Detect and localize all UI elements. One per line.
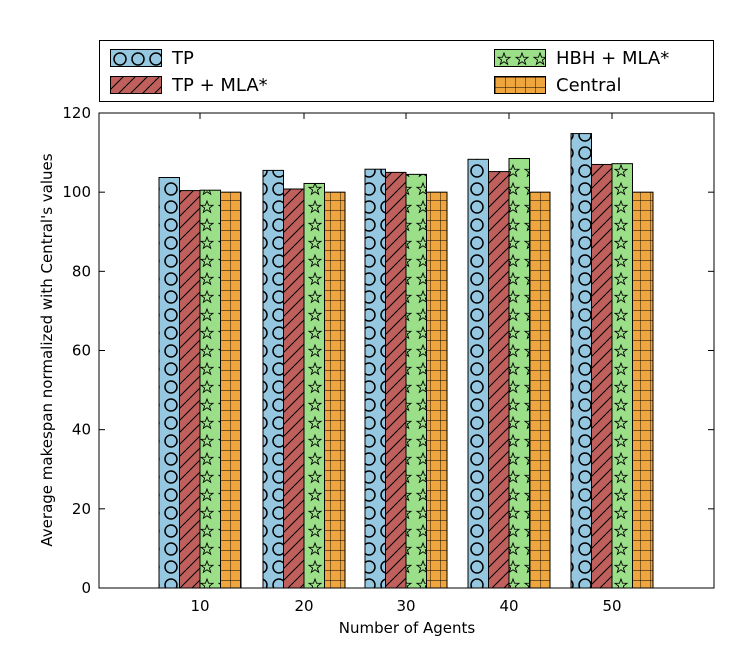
bar-tp-mla-30 [385,171,407,589]
bar-tp-mla-40 [488,171,510,589]
legend-item-hbh-mla: HBH + MLA* [494,47,669,69]
x-tick-label-30: 30 [396,597,415,615]
bar-central-40 [529,191,551,589]
legend-swatch-tp-mla [110,76,162,94]
y-axis-label: Average makespan normalized with Central… [38,153,56,546]
legend-label-tp-mla: TP + MLA* [172,74,268,96]
legend-swatch-tp [110,49,162,67]
y-tick-label-80: 80 [72,262,91,280]
bar-hbh-mla-30 [405,173,427,589]
legend-item-central: Central [494,74,622,96]
bar-tp-10 [158,177,180,589]
y-tick-label-120: 120 [62,104,91,122]
x-tick-label-40: 40 [499,597,518,615]
bar-tp-20 [262,169,284,589]
x-tick-label-10: 10 [190,597,209,615]
legend-item-tp: TP [110,47,194,69]
x-axis-label: Number of Agents [339,619,476,637]
legend-swatch-central-icon [495,77,545,93]
bar-tp-mla-50 [591,163,613,589]
bar-central-30 [426,191,448,589]
legend-swatch-central [494,76,546,94]
bar-hbh-mla-20 [303,182,325,589]
legend-swatch-tp-mla-icon [111,77,161,93]
bar-tp-50 [570,133,592,589]
y-tick-label-0: 0 [81,579,91,597]
bar-tp-mla-20 [283,188,305,589]
legend-swatch-hbh-mla-icon [495,50,545,66]
legend: TP TP + MLA* HBH + MLA* Central [99,40,714,102]
legend-swatch-hbh-mla [494,49,546,67]
y-tick-label-100: 100 [62,183,91,201]
x-tick-label-50: 50 [602,597,621,615]
bar-hbh-mla-10 [199,189,221,589]
bar-central-50 [632,191,654,589]
legend-label-central: Central [556,74,622,96]
bar-tp-mla-10 [179,190,201,589]
x-tick-label-20: 20 [294,597,313,615]
bar-tp-40 [467,158,489,589]
y-tick-label-40: 40 [72,421,91,439]
bar-hbh-mla-40 [508,158,530,589]
legend-swatch-tp-icon [111,50,161,66]
bar-central-20 [324,191,346,589]
legend-item-tp-mla: TP + MLA* [110,74,268,96]
legend-label-hbh-mla: HBH + MLA* [556,47,670,69]
y-tick-label-20: 20 [72,500,91,518]
bars-layer [158,133,654,589]
bar-tp-30 [364,168,386,589]
axes-layer: 0 20 40 60 80 100 120 10 20 30 40 50 [62,104,714,615]
bar-central-10 [220,191,242,589]
bar-hbh-mla-50 [611,163,633,589]
y-tick-label-60: 60 [72,342,91,360]
legend-label-tp: TP [172,47,194,69]
